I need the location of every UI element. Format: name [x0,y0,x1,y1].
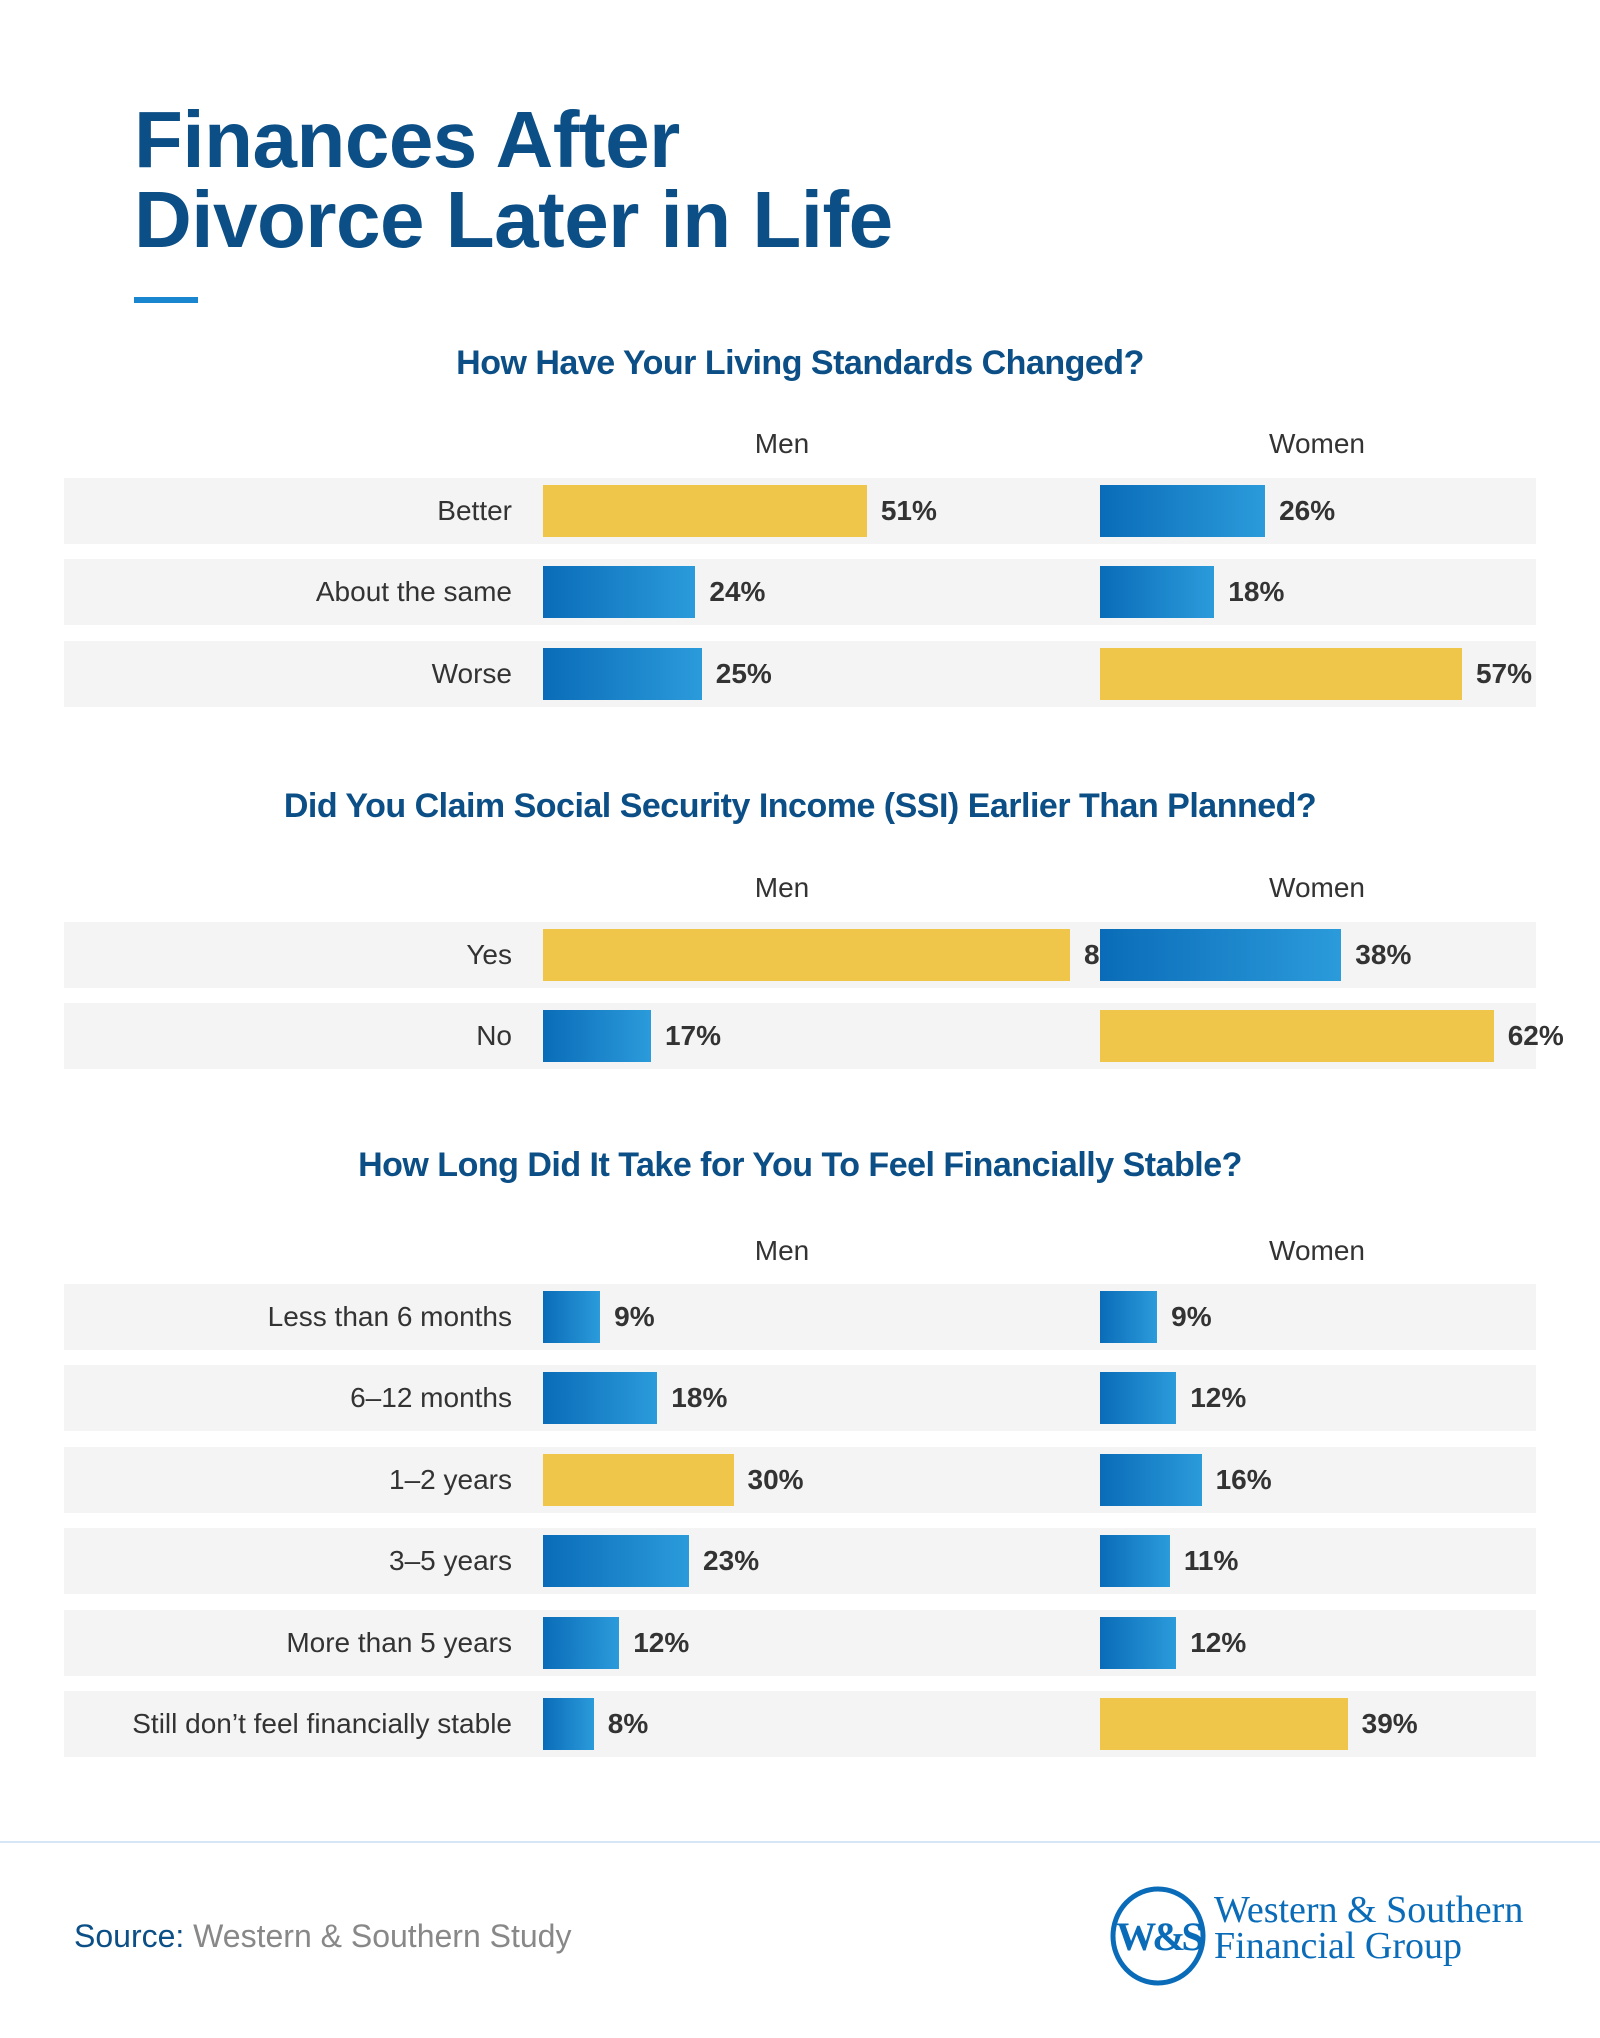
bar-women [1100,566,1215,619]
bar-women [1100,1616,1177,1669]
bar-women [1100,1010,1494,1063]
category-label: 6–12 months [350,1382,512,1414]
category-label: 3–5 years [389,1545,512,1577]
value-label: 17% [664,1020,721,1052]
bar-women [1100,1535,1170,1588]
source-note: Source: Western & Southern Study [74,1918,571,1955]
value-label: 12% [1190,1382,1247,1414]
category-label: Better [437,495,512,526]
value-label: 26% [1279,495,1336,526]
page-title: Finances After Divorce Later in Life [134,100,893,260]
value-label: 23% [703,1545,760,1577]
value-label: 9% [614,1301,655,1332]
chart-title: Did You Claim Social Security Income (SS… [283,787,1317,825]
value-label: 62% [1507,1020,1564,1052]
source-label: Source: [74,1918,185,1954]
value-label: 30% [747,1463,804,1495]
chart-row: Yes83%38% [64,922,1536,988]
chart-row: More than 5 years 12% 12% [64,1609,1536,1676]
bar-men [543,566,696,619]
title-underline [134,297,198,303]
bar-women [1100,647,1462,700]
category-label: About the same [315,576,512,608]
value-label: 16% [1215,1463,1272,1495]
value-label: 25% [715,657,772,689]
title-line-2: Divorce Later in Life [134,175,893,264]
chart-row: 1–2 years 30% 16% [64,1446,1536,1513]
category-label: Yes [466,939,512,970]
bar-men [543,1010,651,1063]
bar-men [543,1535,690,1588]
logo-line-2: Financial Group [1214,1925,1463,1967]
series-header-men: Men [754,1235,810,1266]
series-header-men: Men [754,872,810,903]
value-label: 12% [1190,1626,1247,1658]
chart-row: No 17% 62% [64,1003,1564,1070]
chart-row: Still don’t feel financially stable 8% 39% [64,1691,1536,1757]
series-header-women: Women [1269,872,1365,903]
value-label: 11% [1183,1545,1239,1577]
bar-men [543,1291,601,1343]
value-label: 51% [880,495,937,526]
value-label: 38% [1355,939,1412,970]
bar-men [543,1453,734,1506]
category-label: Worse [431,657,512,689]
value-label: 39% [1361,1708,1418,1739]
footer-divider [0,1841,1600,1843]
value-label: 18% [671,1382,728,1414]
chart-title: How Long Did It Take for You To Feel Fin… [358,1146,1242,1184]
bar-men [543,929,1071,981]
category-label: Less than 6 months [267,1301,512,1332]
value-label: 57% [1475,657,1532,689]
value-label: 18% [1228,576,1285,608]
chart-row: About the same 24% 18% [64,559,1536,626]
bar-men [543,1372,658,1425]
series-header-women: Women [1269,428,1365,459]
logo-line-1: Western & Southern [1214,1889,1524,1931]
logo-text: Western & Southern Financial Group [1214,1889,1524,1967]
category-label: 1–2 years [389,1463,512,1495]
bar-women [1100,1372,1177,1425]
bar-women [1100,1453,1202,1506]
chart-title: How Have Your Living Standards Changed? [456,344,1144,382]
bar-women [1100,1698,1348,1750]
bar-women [1100,1291,1158,1343]
series-header-women: Women [1269,1235,1365,1266]
bar-men [543,1616,620,1669]
chart-row: 6–12 months 18% 12% [64,1365,1536,1432]
category-label: Still don’t feel financially stable [132,1708,512,1739]
chart-row: Worse 25% 57% [64,640,1536,707]
value-label: 8% [607,1708,649,1739]
bar-men [543,1698,594,1750]
company-logo: W&S Western & Southern Financial Group [1108,1886,1548,1986]
value-label: 12% [633,1626,690,1658]
title-line-1: Finances After [134,95,680,184]
chart-row: 3–5 years 23% 11% [64,1528,1536,1595]
value-label: 24% [709,576,766,608]
logo-monogram-icon: W&S [1110,1886,1207,1986]
bar-women [1100,485,1266,537]
bar-women [1100,929,1342,981]
chart-row: Better 51% 26% [64,478,1536,544]
source-text: Western & Southern Study [184,1918,572,1954]
series-header-men: Men [754,428,810,459]
category-label: More than 5 years [286,1626,512,1658]
category-label: No [476,1020,512,1052]
svg-text:W&S: W&S [1116,1914,1202,1959]
chart-row: Less than 6 months 9% 9% [64,1284,1536,1350]
bar-men [543,647,702,700]
bar-men [543,485,867,537]
value-label: 9% [1171,1301,1212,1332]
